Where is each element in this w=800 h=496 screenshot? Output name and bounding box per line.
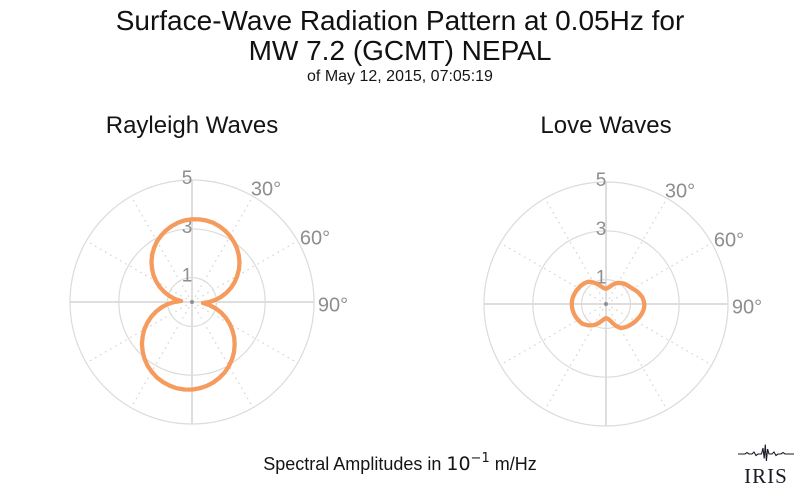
polar-grid-spoke-dotted: [608, 308, 668, 410]
caption-base-number: 10: [446, 453, 471, 475]
love-radiation-curve: [569, 279, 647, 330]
iris-logo: IRIS: [736, 444, 796, 488]
polar-grid-spoke-dotted: [194, 306, 254, 408]
polar-center-dot: [604, 302, 608, 306]
angle-tick-label: 30°: [665, 180, 695, 202]
polar-grid-spoke-dotted: [130, 196, 190, 298]
polar-grid-spoke-dotted: [544, 198, 604, 300]
figure-title-line2: MW 7.2 (GCMT) NEPAL: [248, 35, 552, 66]
love-plot-title: Love Waves: [540, 112, 672, 139]
rayleigh-plot-title: Rayleigh Waves: [105, 112, 279, 139]
figure-title-block: Surface-Wave Radiation Pattern at 0.05Hz…: [0, 6, 800, 87]
polar-grid-spoke-dotted: [544, 308, 604, 410]
radial-tick-label: 5: [596, 170, 607, 191]
polar-grid-spoke-dotted: [86, 304, 188, 364]
caption-text: Spectral Amplitudes in: [263, 454, 447, 474]
caption-exponent: −1: [470, 451, 490, 466]
polar-grid-circle: [581, 278, 632, 329]
angle-tick-label: 60°: [714, 229, 744, 251]
polar-grid-spoke-dotted: [500, 242, 602, 302]
rayleigh-radiation-curve: [139, 217, 242, 392]
love-polar-chart: 1 3 5 30° 60° 90°: [483, 170, 762, 427]
polar-grid-spoke-dotted: [610, 242, 712, 302]
radial-tick-label: 3: [182, 217, 193, 238]
iris-logo-text: IRIS: [744, 464, 788, 488]
polar-grid-spoke-dotted: [194, 196, 254, 298]
polar-grid-circle: [69, 179, 315, 425]
caption-spectral-amplitudes: Spectral Amplitudes in 10−1 m/Hz: [0, 451, 800, 475]
polar-center-dot: [190, 300, 194, 304]
polar-grid-spoke-dotted: [500, 306, 602, 366]
rayleigh-polar-chart: 1 3 5 30° 60° 90°: [69, 168, 348, 425]
angle-tick-label: 30°: [251, 178, 281, 200]
polar-grid-spoke-dotted: [610, 306, 712, 366]
polar-grid-spoke-dotted: [86, 240, 188, 300]
radial-tick-label: 5: [182, 168, 193, 189]
radial-tick-label: 1: [182, 266, 193, 287]
polar-grid-spoke-dotted: [130, 306, 190, 408]
figure-subtitle-datetime: of May 12, 2015, 07:05:19: [307, 68, 493, 85]
polar-grid-circle: [118, 228, 266, 376]
angle-tick-label: 90°: [318, 294, 348, 316]
angle-tick-label: 90°: [732, 296, 762, 318]
angle-tick-label: 60°: [300, 227, 330, 249]
polar-grid-spoke-dotted: [608, 198, 668, 300]
caption-unit: m/Hz: [489, 454, 537, 474]
polar-grid-circle: [483, 181, 729, 427]
radial-tick-label: 1: [596, 268, 607, 289]
polar-grid-circle: [532, 230, 680, 378]
polar-grid-spoke-dotted: [196, 240, 298, 300]
seismogram-waveform-icon: [738, 444, 794, 462]
radial-tick-label: 3: [596, 219, 607, 240]
figure-title-line1: Surface-Wave Radiation Pattern at 0.05Hz…: [115, 5, 685, 36]
polar-grid-spoke-dotted: [196, 304, 298, 364]
